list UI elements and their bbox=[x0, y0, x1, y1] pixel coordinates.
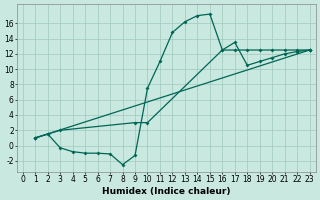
X-axis label: Humidex (Indice chaleur): Humidex (Indice chaleur) bbox=[102, 187, 230, 196]
